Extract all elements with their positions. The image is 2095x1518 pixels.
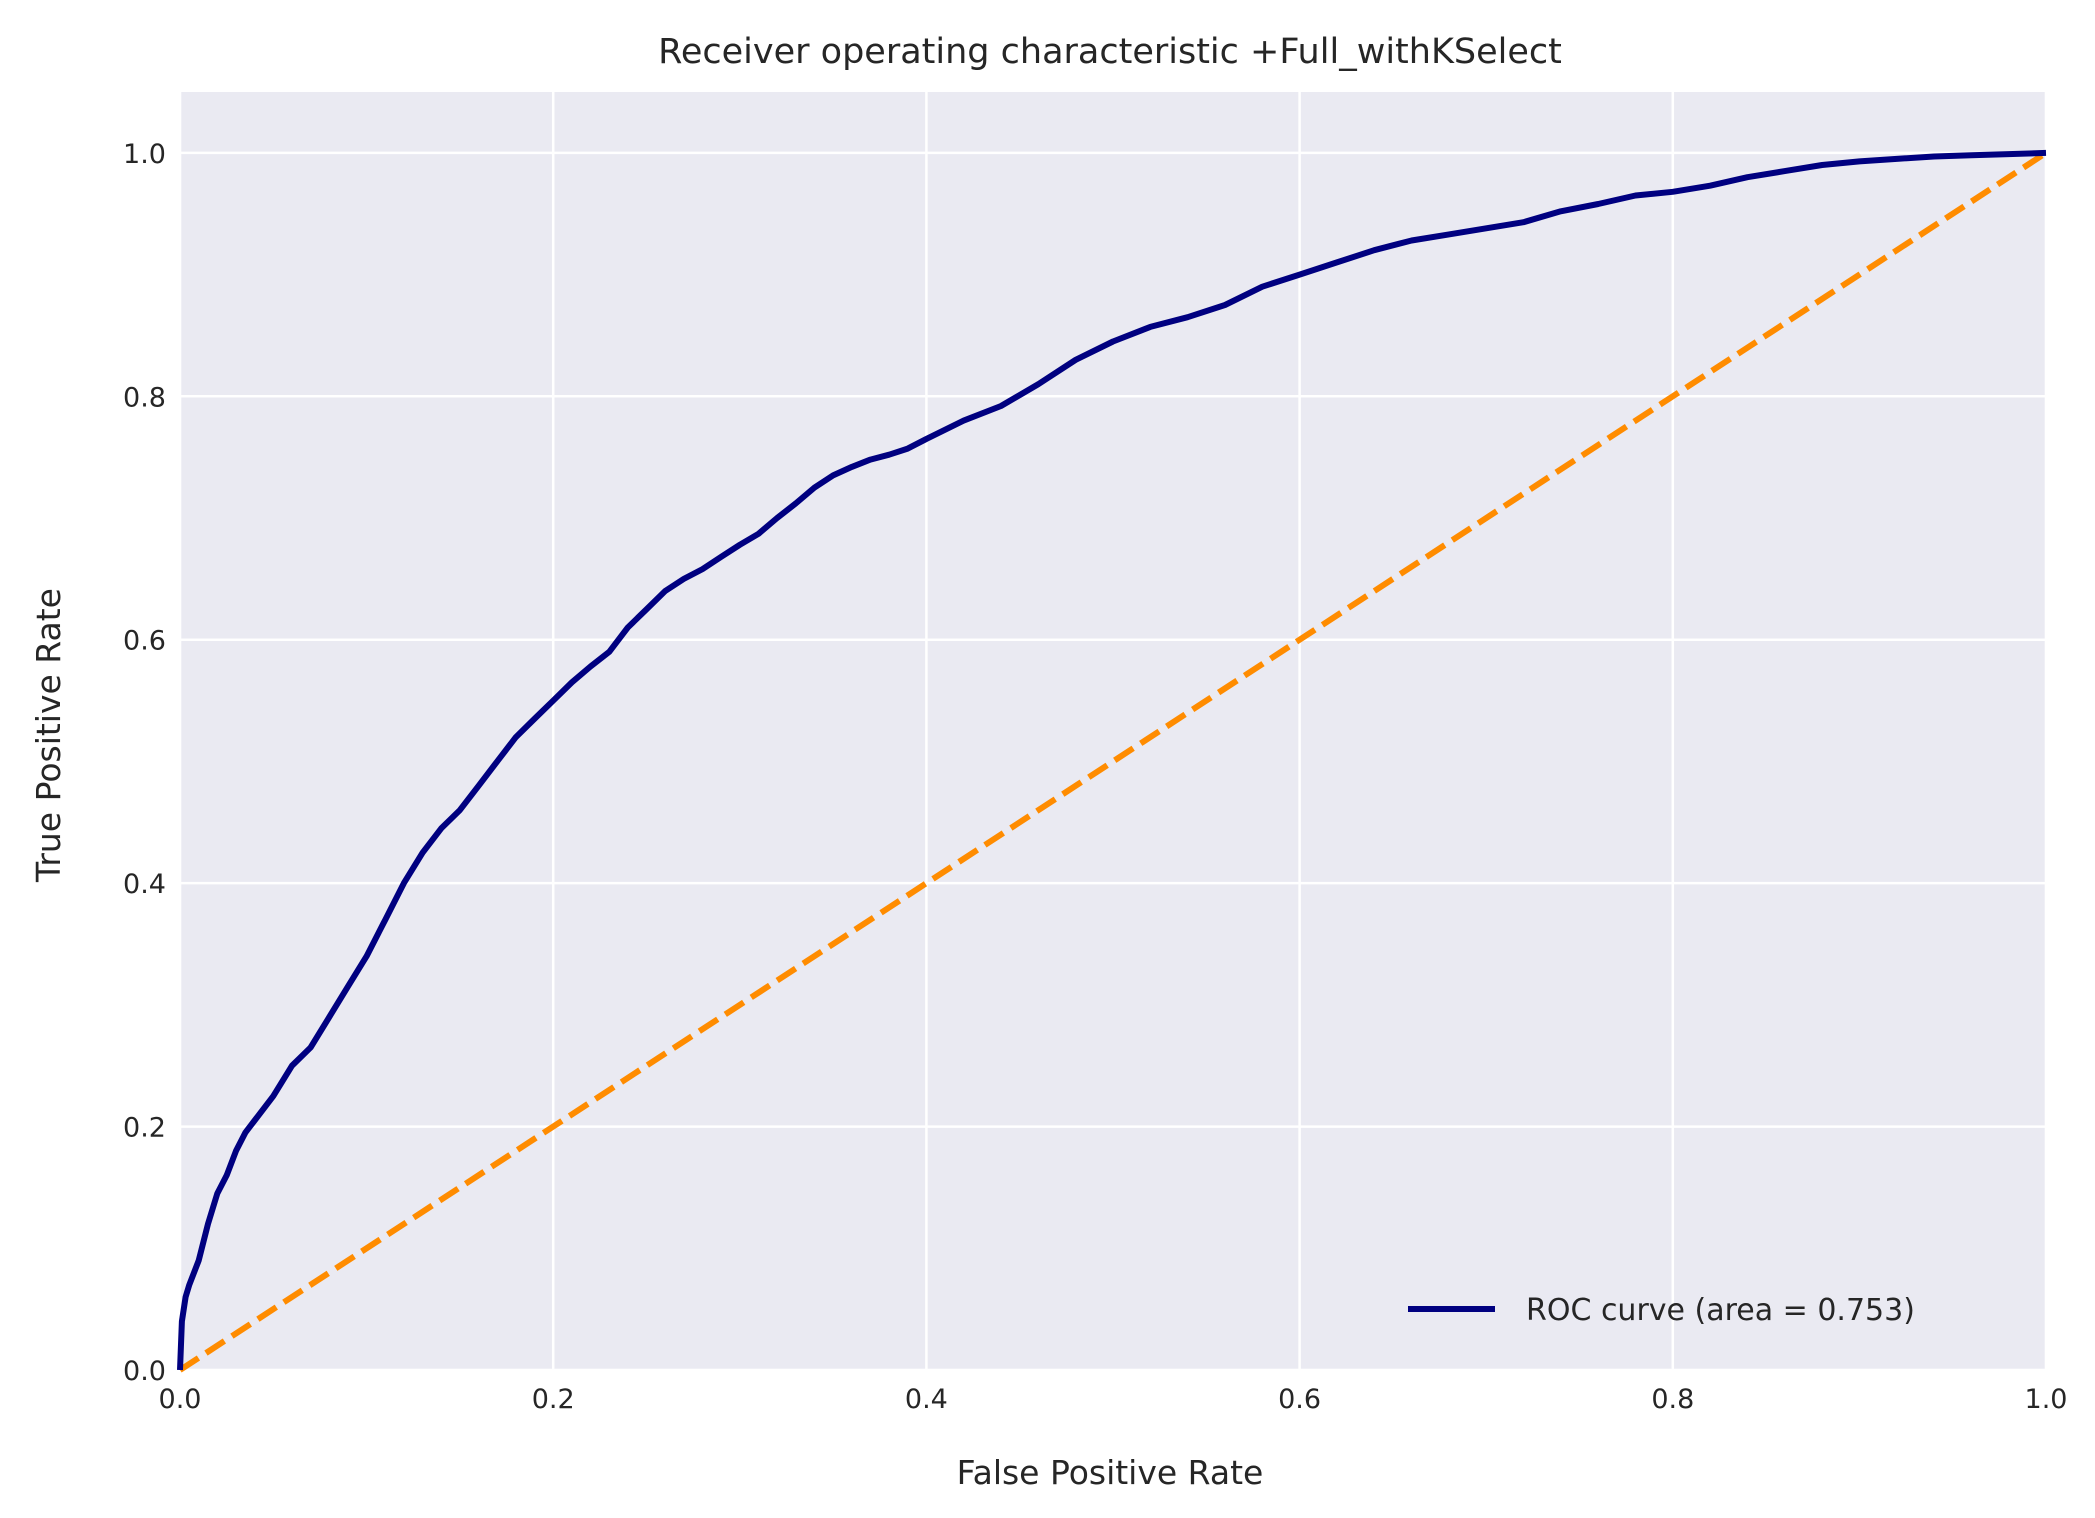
y-tick-label: 1.0 [123,139,166,170]
legend-roc-label: ROC curve (area = 0.753) [1526,1293,1915,1328]
x-axis-ticks: 0.0 0.2 0.4 0.6 0.8 1.0 [159,1384,2068,1415]
x-tick-label: 1.0 [2025,1384,2068,1415]
y-tick-label: 0.8 [123,382,166,413]
x-tick-label: 0.6 [1278,1384,1321,1415]
x-tick-label: 0.4 [905,1384,948,1415]
series-layer [177,149,2048,1373]
chart-title: Receiver operating characteristic +Full_… [658,32,1562,72]
y-axis-ticks: 0.0 0.2 0.4 0.6 0.8 1.0 [123,139,166,1387]
y-axis-label: True Positive Rate [29,588,68,883]
x-tick-label: 0.8 [1651,1384,1694,1415]
y-tick-label: 0.4 [123,869,166,900]
x-tick-label: 0.0 [159,1384,202,1415]
y-tick-label: 0.0 [123,1356,166,1387]
x-axis-label: False Positive Rate [957,1453,1264,1492]
legend: ROC curve (area = 0.753) [1408,1293,1915,1328]
grid [178,92,2048,1372]
plot-area [180,92,2046,1370]
y-tick-label: 0.6 [123,626,166,657]
x-tick-label: 0.2 [532,1384,575,1415]
roc-curve-line [177,149,2047,1371]
y-tick-label: 0.2 [123,1113,166,1144]
